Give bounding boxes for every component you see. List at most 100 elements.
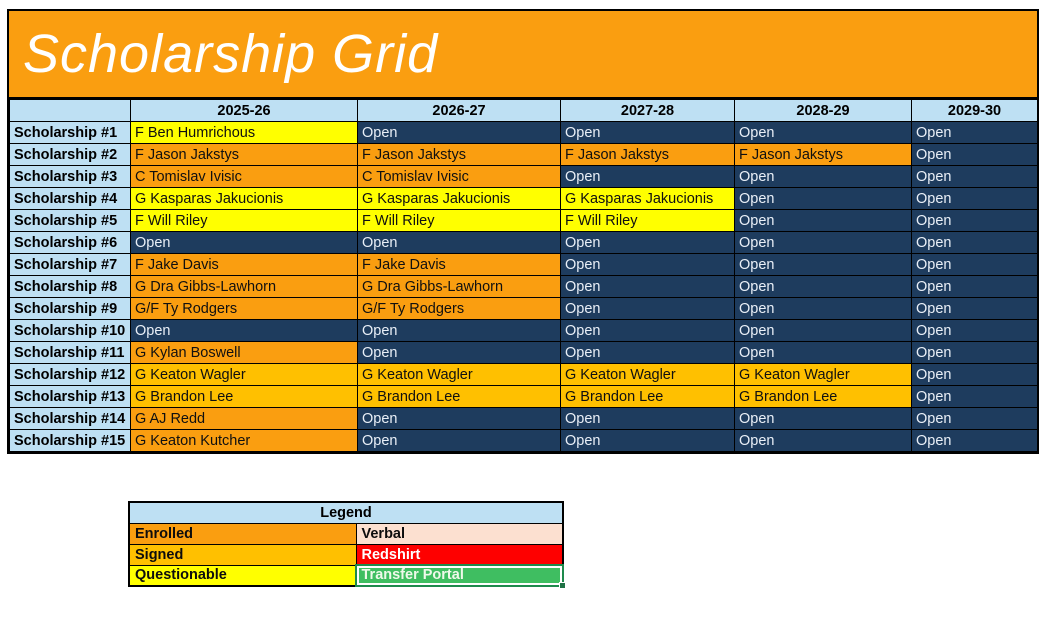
row-label[interactable]: Scholarship #5 bbox=[9, 209, 131, 232]
grid-cell[interactable]: Open bbox=[734, 187, 912, 210]
row-label[interactable]: Scholarship #1 bbox=[9, 121, 131, 144]
grid-cell[interactable]: Open bbox=[734, 319, 912, 342]
grid-cell[interactable]: F Jason Jakstys bbox=[560, 143, 735, 166]
year-header[interactable]: 2026-27 bbox=[357, 99, 561, 122]
grid-cell[interactable]: Open bbox=[734, 275, 912, 298]
grid-cell[interactable]: Open bbox=[911, 231, 1038, 254]
grid-cell[interactable]: G Keaton Kutcher bbox=[130, 429, 358, 452]
year-header[interactable]: 2029-30 bbox=[911, 99, 1038, 122]
grid-cell[interactable]: Open bbox=[911, 385, 1038, 408]
grid-cell[interactable]: Open bbox=[357, 341, 561, 364]
grid-cell[interactable]: F Will Riley bbox=[560, 209, 735, 232]
row-label[interactable]: Scholarship #15 bbox=[9, 429, 131, 452]
grid-cell[interactable]: G Kasparas Jakucionis bbox=[357, 187, 561, 210]
grid-cell[interactable]: Open bbox=[911, 407, 1038, 430]
grid-cell[interactable]: Open bbox=[911, 165, 1038, 188]
legend-title[interactable]: Legend bbox=[128, 501, 564, 524]
grid-cell[interactable]: Open bbox=[734, 341, 912, 364]
grid-cell[interactable]: Open bbox=[911, 275, 1038, 298]
grid-cell[interactable]: Open bbox=[734, 121, 912, 144]
grid-cell[interactable]: Open bbox=[357, 319, 561, 342]
grid-cell[interactable]: Open bbox=[911, 253, 1038, 276]
grid-cell[interactable]: G Brandon Lee bbox=[357, 385, 561, 408]
row-label[interactable]: Scholarship #9 bbox=[9, 297, 131, 320]
grid-cell[interactable]: F Will Riley bbox=[130, 209, 358, 232]
grid-cell[interactable]: G Kasparas Jakucionis bbox=[130, 187, 358, 210]
grid-cell[interactable]: Open bbox=[734, 407, 912, 430]
grid-cell[interactable]: G Keaton Wagler bbox=[357, 363, 561, 386]
row-label[interactable]: Scholarship #14 bbox=[9, 407, 131, 430]
legend-cell-verbal[interactable]: Verbal bbox=[355, 522, 564, 545]
year-header[interactable]: 2027-28 bbox=[560, 99, 735, 122]
grid-cell[interactable]: G Keaton Wagler bbox=[560, 363, 735, 386]
year-header[interactable]: 2028-29 bbox=[734, 99, 912, 122]
row-label[interactable]: Scholarship #4 bbox=[9, 187, 131, 210]
page-title[interactable]: Scholarship Grid bbox=[9, 11, 1037, 99]
year-header[interactable]: 2025-26 bbox=[130, 99, 358, 122]
legend-cell-redshirt[interactable]: Redshirt bbox=[355, 543, 564, 566]
grid-cell[interactable]: Open bbox=[734, 165, 912, 188]
grid-cell[interactable]: Open bbox=[911, 187, 1038, 210]
grid-cell[interactable]: Open bbox=[130, 231, 358, 254]
grid-cell[interactable]: G/F Ty Rodgers bbox=[357, 297, 561, 320]
legend-cell-enrolled[interactable]: Enrolled bbox=[128, 522, 357, 545]
grid-cell[interactable]: F Jason Jakstys bbox=[734, 143, 912, 166]
grid-cell[interactable]: Open bbox=[130, 319, 358, 342]
grid-cell[interactable]: Open bbox=[734, 429, 912, 452]
selection-fill-handle[interactable] bbox=[559, 582, 566, 589]
grid-cell[interactable]: F Jason Jakstys bbox=[357, 143, 561, 166]
grid-cell[interactable]: Open bbox=[911, 209, 1038, 232]
row-label[interactable]: Scholarship #2 bbox=[9, 143, 131, 166]
legend-cell-questionable[interactable]: Questionable bbox=[128, 564, 357, 587]
grid-cell[interactable]: Open bbox=[357, 231, 561, 254]
grid-cell[interactable]: G Brandon Lee bbox=[130, 385, 358, 408]
grid-cell[interactable]: G Keaton Wagler bbox=[734, 363, 912, 386]
grid-cell[interactable]: F Jake Davis bbox=[130, 253, 358, 276]
grid-cell[interactable]: C Tomislav Ivisic bbox=[130, 165, 358, 188]
grid-cell[interactable]: Open bbox=[911, 429, 1038, 452]
grid-cell[interactable]: Open bbox=[560, 297, 735, 320]
grid-cell[interactable]: Open bbox=[560, 319, 735, 342]
grid-cell[interactable]: G Kylan Boswell bbox=[130, 341, 358, 364]
grid-cell[interactable]: G Keaton Wagler bbox=[130, 363, 358, 386]
grid-cell[interactable]: Open bbox=[911, 297, 1038, 320]
grid-cell[interactable]: Open bbox=[560, 429, 735, 452]
grid-cell[interactable]: Open bbox=[357, 429, 561, 452]
grid-cell[interactable]: Open bbox=[560, 121, 735, 144]
row-label[interactable]: Scholarship #6 bbox=[9, 231, 131, 254]
grid-cell[interactable]: Open bbox=[560, 165, 735, 188]
grid-cell[interactable]: C Tomislav Ivisic bbox=[357, 165, 561, 188]
grid-cell[interactable]: G Dra Gibbs-Lawhorn bbox=[130, 275, 358, 298]
legend-cell-transfer-portal[interactable]: Transfer Portal bbox=[355, 564, 566, 589]
grid-cell[interactable]: Open bbox=[734, 231, 912, 254]
grid-cell[interactable]: G Brandon Lee bbox=[734, 385, 912, 408]
grid-cell[interactable]: F Ben Humrichous bbox=[130, 121, 358, 144]
grid-cell[interactable]: Open bbox=[734, 297, 912, 320]
row-label[interactable]: Scholarship #12 bbox=[9, 363, 131, 386]
grid-cell[interactable]: Open bbox=[357, 407, 561, 430]
grid-cell[interactable]: G Dra Gibbs-Lawhorn bbox=[357, 275, 561, 298]
grid-cell[interactable]: Open bbox=[734, 253, 912, 276]
grid-cell[interactable]: Open bbox=[560, 341, 735, 364]
grid-cell[interactable]: Open bbox=[911, 363, 1038, 386]
grid-cell[interactable]: Open bbox=[560, 407, 735, 430]
grid-cell[interactable]: F Will Riley bbox=[357, 209, 561, 232]
grid-cell[interactable]: G/F Ty Rodgers bbox=[130, 297, 358, 320]
grid-cell[interactable]: F Jake Davis bbox=[357, 253, 561, 276]
grid-cell[interactable]: Open bbox=[911, 121, 1038, 144]
grid-cell[interactable]: G Brandon Lee bbox=[560, 385, 735, 408]
grid-cell[interactable]: G Kasparas Jakucionis bbox=[560, 187, 735, 210]
grid-cell[interactable]: F Jason Jakstys bbox=[130, 143, 358, 166]
grid-cell[interactable]: Open bbox=[357, 121, 561, 144]
row-label[interactable]: Scholarship #3 bbox=[9, 165, 131, 188]
grid-cell[interactable]: Open bbox=[911, 143, 1038, 166]
row-label[interactable]: Scholarship #7 bbox=[9, 253, 131, 276]
grid-cell[interactable]: Open bbox=[560, 253, 735, 276]
row-label[interactable]: Scholarship #10 bbox=[9, 319, 131, 342]
legend-cell-signed[interactable]: Signed bbox=[128, 543, 357, 566]
row-label[interactable]: Scholarship #11 bbox=[9, 341, 131, 364]
grid-cell[interactable]: Open bbox=[560, 231, 735, 254]
grid-cell[interactable]: Open bbox=[911, 319, 1038, 342]
row-label[interactable]: Scholarship #13 bbox=[9, 385, 131, 408]
grid-cell[interactable]: Open bbox=[734, 209, 912, 232]
